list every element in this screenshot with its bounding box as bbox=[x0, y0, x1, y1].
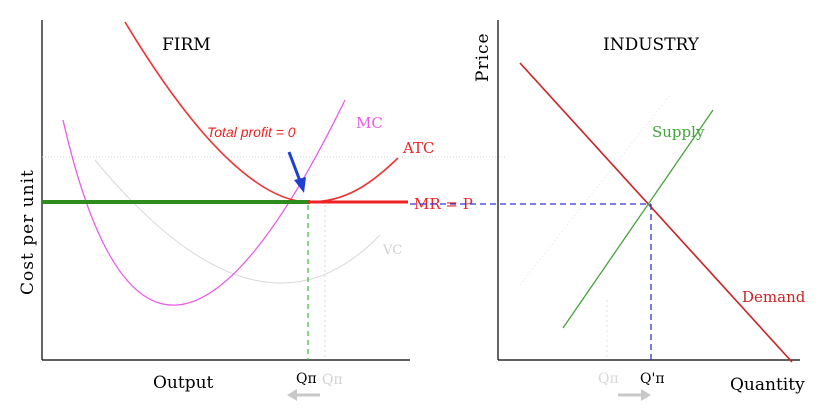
profit-arrow bbox=[287, 151, 306, 193]
firm-y-label: Cost per unit bbox=[18, 169, 38, 295]
firm-x-label: Output bbox=[153, 373, 214, 393]
mc-label: MC bbox=[356, 114, 383, 132]
supply-line bbox=[562, 109, 714, 329]
industry-x-label: Quantity bbox=[730, 375, 805, 395]
vc-curve bbox=[94, 159, 381, 284]
total-profit-annotation: Total profit = 0 bbox=[207, 124, 296, 140]
q-pi-faint-tick-label: Qπ bbox=[322, 372, 343, 388]
q-pi-tick-label: Qπ bbox=[296, 371, 317, 387]
demand-label: Demand bbox=[742, 288, 806, 306]
shift-left-arrow bbox=[287, 389, 320, 401]
demand-line bbox=[519, 62, 793, 363]
mc-curve bbox=[62, 99, 346, 306]
old-q-tick-label: Qπ bbox=[598, 371, 619, 387]
shift-right-arrow bbox=[618, 389, 651, 401]
industry-title: INDUSTRY bbox=[603, 35, 700, 55]
supply-label: Supply bbox=[652, 123, 705, 141]
firm-panel: FIRM Total profit = 0 MC ATC MR = P VC O… bbox=[18, 20, 505, 401]
industry-panel: INDUSTRY Price Supply Demand Quantity Qπ… bbox=[410, 20, 806, 401]
atc-label: ATC bbox=[402, 139, 435, 157]
vc-label: VC bbox=[382, 243, 402, 258]
new-q-tick-label: Q'π bbox=[640, 371, 665, 387]
old-supply-line bbox=[519, 94, 671, 286]
firm-title: FIRM bbox=[162, 35, 211, 55]
industry-y-label: Price bbox=[473, 32, 493, 82]
